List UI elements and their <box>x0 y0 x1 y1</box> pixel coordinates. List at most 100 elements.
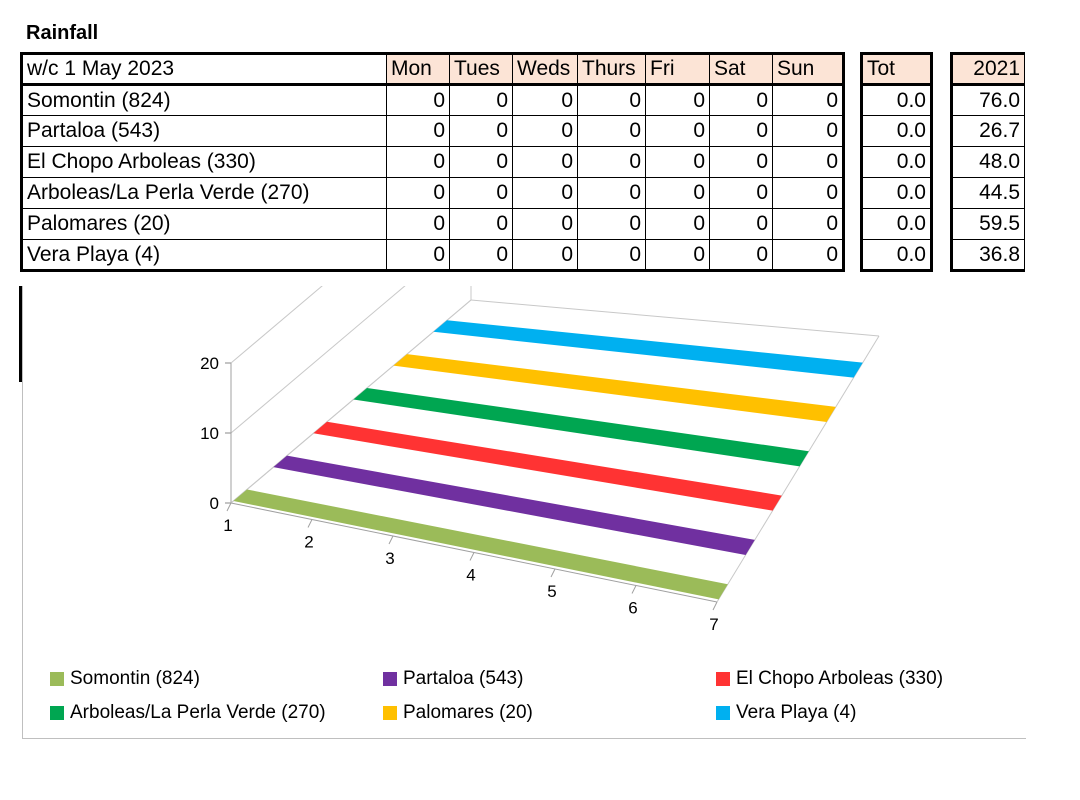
year-value: 26.7 <box>950 115 1025 147</box>
table-row: Palomares (20) 0 0 0 0 0 0 0 <box>20 208 845 240</box>
legend-item: Arboleas/La Perla Verde (270) <box>50 702 326 724</box>
legend-item: Somontin (824) <box>50 668 200 690</box>
rainfall-sat: 0 <box>709 115 773 147</box>
year-header: 2021 <box>950 52 1025 86</box>
rainfall-table: w/c 1 May 2023 Mon Tues Weds Thurs Fri S… <box>20 52 845 272</box>
total-value: 0.0 <box>860 208 933 240</box>
table-row: Vera Playa (4) 0 0 0 0 0 0 0 <box>20 239 845 272</box>
rainfall-thurs: 0 <box>577 115 646 147</box>
day-header-thurs: Thurs <box>577 52 646 86</box>
y-tick-label: 10 <box>200 424 219 443</box>
rainfall-sat: 0 <box>709 239 773 272</box>
series-strip <box>313 421 782 511</box>
year-value: 48.0 <box>950 146 1025 178</box>
total-row: 0.0 <box>860 146 933 178</box>
x-tick-label: 7 <box>709 615 718 634</box>
back-gridline <box>470 299 880 337</box>
total-value: 0.0 <box>860 146 933 178</box>
legend-label: Somontin (824) <box>70 668 200 689</box>
legend-swatch <box>50 706 64 720</box>
floor-edge-right <box>716 335 880 603</box>
table-header-row: w/c 1 May 2023 Mon Tues Weds Thurs Fri S… <box>20 52 845 86</box>
x-tick <box>226 502 232 512</box>
year-row: 59.5 <box>950 208 1025 240</box>
total-value: 0.0 <box>860 84 933 116</box>
day-header-weds: Weds <box>512 52 578 86</box>
rainfall-tues: 0 <box>449 146 513 178</box>
table-row: Somontin (824) 0 0 0 0 0 0 0 <box>20 84 845 116</box>
year-value: 59.5 <box>950 208 1025 240</box>
rainfall-mon: 0 <box>386 239 450 272</box>
rainfall-sun: 0 <box>772 146 845 178</box>
legend-label: El Chopo Arboleas (330) <box>736 668 944 689</box>
total-row: 0.0 <box>860 177 933 209</box>
rainfall-sun: 0 <box>772 177 845 209</box>
total-column: Tot 0.0 0.0 0.0 0.0 0.0 0.0 <box>860 52 933 272</box>
legend-item: El Chopo Arboleas (330) <box>716 668 943 690</box>
rainfall-fri: 0 <box>645 239 710 272</box>
table-row: El Chopo Arboleas (330) 0 0 0 0 0 0 0 <box>20 146 845 178</box>
legend-label: Palomares (20) <box>403 702 533 723</box>
total-value: 0.0 <box>860 177 933 209</box>
rainfall-sat: 0 <box>709 208 773 240</box>
series-strip <box>233 489 728 600</box>
y-tick-label: 20 <box>200 354 219 373</box>
rainfall-sat: 0 <box>709 84 773 116</box>
legend-swatch <box>383 672 397 686</box>
rainfall-weds: 0 <box>512 239 578 272</box>
table-row: Arboleas/La Perla Verde (270) 0 0 0 0 0 0 0 <box>20 177 845 209</box>
y-tick-label: 0 <box>210 494 219 513</box>
rainfall-sun: 0 <box>772 208 845 240</box>
rainfall-fri: 0 <box>645 115 710 147</box>
year-row: 36.8 <box>950 239 1025 272</box>
x-tick-label: 4 <box>466 566 475 585</box>
rainfall-thurs: 0 <box>577 146 646 178</box>
x-tick <box>712 601 718 611</box>
x-tick-label: 3 <box>385 549 394 568</box>
rainfall-sun: 0 <box>772 84 845 116</box>
x-tick-label: 6 <box>628 599 637 618</box>
total-row: 0.0 <box>860 115 933 147</box>
rainfall-tues: 0 <box>449 177 513 209</box>
x-tick <box>307 519 313 528</box>
rainfall-mon: 0 <box>386 146 450 178</box>
legend-swatch <box>50 672 64 686</box>
series-strip <box>393 354 836 423</box>
tot-header: Tot <box>860 52 933 86</box>
rainfall-sun: 0 <box>772 239 845 272</box>
rainfall-weds: 0 <box>512 208 578 240</box>
total-row: 0.0 <box>860 208 933 240</box>
day-header-sun: Sun <box>772 52 845 86</box>
total-row: 0.0 <box>860 239 933 272</box>
chart-area: 0 10 20 1 2 3 4 5 6 7 <box>22 286 1026 739</box>
rainfall-thurs: 0 <box>577 208 646 240</box>
side-gridline <box>230 286 406 434</box>
rainfall-fri: 0 <box>645 84 710 116</box>
location-name: Arboleas/La Perla Verde (270) <box>20 177 387 209</box>
day-header-sat: Sat <box>709 52 773 86</box>
year-column: 2021 76.0 26.7 48.0 44.5 59.5 36.8 <box>950 52 1025 272</box>
legend-label: Partaloa (543) <box>403 668 524 689</box>
rainfall-chart: 0 10 20 1 2 3 4 5 6 7 <box>200 286 880 634</box>
rainfall-thurs: 0 <box>577 84 646 116</box>
year-row: 44.5 <box>950 177 1025 209</box>
legend-item: Partaloa (543) <box>383 668 523 690</box>
day-header-tues: Tues <box>449 52 513 86</box>
location-name: Partaloa (543) <box>20 115 387 147</box>
rainfall-mon: 0 <box>386 208 450 240</box>
legend-item: Vera Playa (4) <box>716 702 856 724</box>
year-value: 76.0 <box>950 84 1025 116</box>
x-tick <box>550 568 556 578</box>
year-value: 44.5 <box>950 177 1025 209</box>
rainfall-mon: 0 <box>386 115 450 147</box>
rainfall-weds: 0 <box>512 177 578 209</box>
rainfall-fri: 0 <box>645 177 710 209</box>
rainfall-tues: 0 <box>449 115 513 147</box>
rainfall-sat: 0 <box>709 146 773 178</box>
side-gridline <box>230 286 323 364</box>
rainfall-weds: 0 <box>512 146 578 178</box>
x-tick-label: 1 <box>223 516 232 535</box>
legend-label: Arboleas/La Perla Verde (270) <box>70 702 326 723</box>
x-tick <box>388 535 394 545</box>
series-strip <box>273 455 755 556</box>
